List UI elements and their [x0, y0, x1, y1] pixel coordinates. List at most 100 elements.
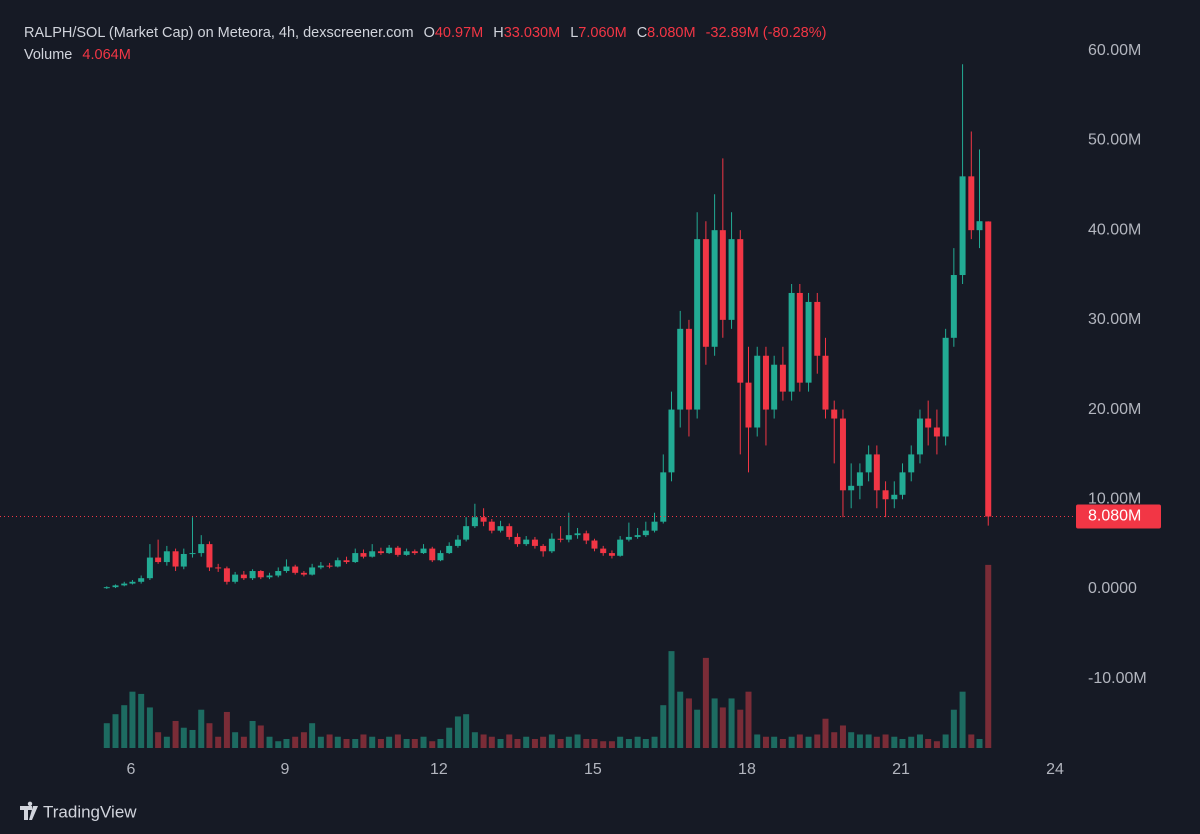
- candle-body: [146, 557, 153, 579]
- volume-bar: [925, 738, 932, 748]
- candle-body: [189, 553, 196, 555]
- legend-key: C: [637, 25, 647, 41]
- x-tick-label: 12: [430, 761, 448, 778]
- volume-legend-label: Volume: [24, 47, 72, 63]
- volume-bar: [848, 732, 855, 748]
- volume-bar: [112, 714, 119, 748]
- candle-body: [275, 571, 282, 576]
- volume-bar: [514, 738, 521, 748]
- volume-bar: [583, 738, 590, 748]
- volume-bar: [172, 720, 179, 748]
- candle-body: [779, 364, 786, 392]
- candle-body: [326, 565, 333, 567]
- candle-body: [557, 538, 564, 540]
- volume-bar: [882, 734, 889, 748]
- volume-bar: [899, 738, 906, 748]
- volume-bar: [369, 736, 376, 748]
- candle-body: [223, 568, 230, 582]
- candle-body: [540, 545, 547, 552]
- candle-body: [805, 301, 812, 383]
- candle-body: [916, 418, 923, 455]
- volume-bar: [223, 711, 230, 748]
- candle-body: [762, 355, 769, 410]
- candle-body: [386, 547, 393, 554]
- volume-bar: [642, 738, 649, 748]
- candle-body: [283, 566, 290, 572]
- legend-value: 33.030M: [504, 25, 560, 41]
- candle-body: [506, 526, 513, 537]
- volume-bar: [771, 736, 778, 748]
- candle-body: [625, 536, 632, 540]
- candle-body: [103, 587, 110, 589]
- volume-bar: [968, 734, 975, 748]
- volume-bar: [146, 707, 153, 748]
- candle-body: [959, 176, 966, 276]
- volume-bar: [754, 734, 761, 748]
- candle-body: [463, 526, 470, 540]
- volume-bar: [275, 741, 282, 748]
- volume-legend: Volume 4.064M: [24, 47, 131, 63]
- volume-bar: [574, 734, 581, 748]
- legend-value: 8.080M: [647, 25, 695, 41]
- candle-body: [865, 454, 872, 473]
- volume-bar: [317, 736, 324, 748]
- volume-bar: [694, 709, 701, 748]
- volume-bar: [326, 734, 333, 748]
- candle-body: [121, 583, 128, 586]
- volume-bar: [822, 718, 829, 748]
- x-tick-label: 9: [280, 761, 289, 778]
- y-tick-label: 20.00M: [1088, 401, 1141, 418]
- volume-bar: [745, 691, 752, 748]
- candle-body: [471, 517, 478, 527]
- candle-body: [711, 230, 718, 347]
- candle-body: [369, 551, 376, 557]
- candle-body: [309, 567, 316, 575]
- candle-body: [565, 535, 572, 540]
- volume-bar: [788, 736, 795, 748]
- brand-logo: TradingView: [20, 801, 137, 821]
- volume-bar: [959, 691, 966, 748]
- volume-bar: [138, 693, 145, 748]
- candle-body: [514, 536, 521, 545]
- candle-body: [403, 551, 410, 555]
- legend-key: L: [570, 25, 578, 41]
- candle-body: [206, 544, 213, 568]
- volume-bar: [283, 738, 290, 748]
- candle-body: [814, 301, 821, 356]
- volume-bar: [540, 736, 547, 748]
- candle-body: [839, 418, 846, 491]
- volume-bar: [343, 738, 350, 748]
- volume-bar: [608, 741, 615, 748]
- candle-body: [360, 553, 367, 557]
- candle-body: [574, 533, 581, 536]
- candle-body: [771, 364, 778, 410]
- candle-body: [257, 571, 264, 578]
- candle-body: [292, 566, 299, 573]
- volume-bar: [360, 734, 367, 748]
- volume-bar: [865, 734, 872, 748]
- volume-bar: [728, 698, 735, 748]
- candle-body: [848, 485, 855, 491]
- x-tick-label: 18: [738, 761, 756, 778]
- candle-body: [702, 239, 709, 347]
- y-tick-label: 50.00M: [1088, 132, 1141, 149]
- volume-bar: [976, 738, 983, 748]
- x-tick-label: 15: [584, 761, 602, 778]
- x-tick-label: 6: [126, 761, 135, 778]
- candle-body: [420, 548, 427, 554]
- candle-body: [352, 553, 359, 563]
- volume-bar: [403, 738, 410, 748]
- volume-bar: [873, 736, 880, 748]
- volume-bar: [437, 738, 444, 748]
- candle-body: [873, 454, 880, 491]
- volume-bar: [796, 734, 803, 748]
- candle-body: [651, 521, 658, 531]
- last-price-label: 8.080M: [1088, 508, 1141, 525]
- volume-bar: [557, 738, 564, 748]
- volume-bar: [702, 657, 709, 748]
- candle-body: [446, 545, 453, 554]
- volume-bar: [411, 738, 418, 748]
- volume-bar: [429, 741, 436, 748]
- y-tick-label: 40.00M: [1088, 221, 1141, 238]
